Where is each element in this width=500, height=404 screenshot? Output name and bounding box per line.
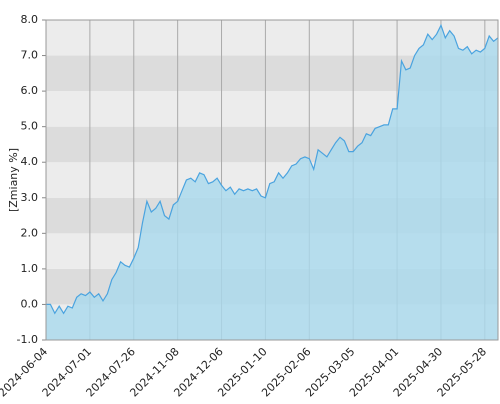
y-axis-label: [Zmiany %] <box>7 148 20 212</box>
y-tick-label: 4.0 <box>21 155 39 168</box>
plot-border <box>45 19 499 341</box>
y-tick-label: 2.0 <box>21 226 39 239</box>
y-tick-label: -1.0 <box>17 333 38 346</box>
line <box>46 23 499 315</box>
y-tick-label: 0.0 <box>21 297 39 310</box>
area <box>46 25 498 341</box>
y-tick-label: 1.0 <box>21 262 39 275</box>
y-tick-label: 7.0 <box>21 49 39 62</box>
y-tick-label: 3.0 <box>21 191 39 204</box>
y-tick-label: 5.0 <box>21 120 39 133</box>
y-tick-label: 6.0 <box>21 84 39 97</box>
y-tick-label: 8.0 <box>21 13 39 26</box>
